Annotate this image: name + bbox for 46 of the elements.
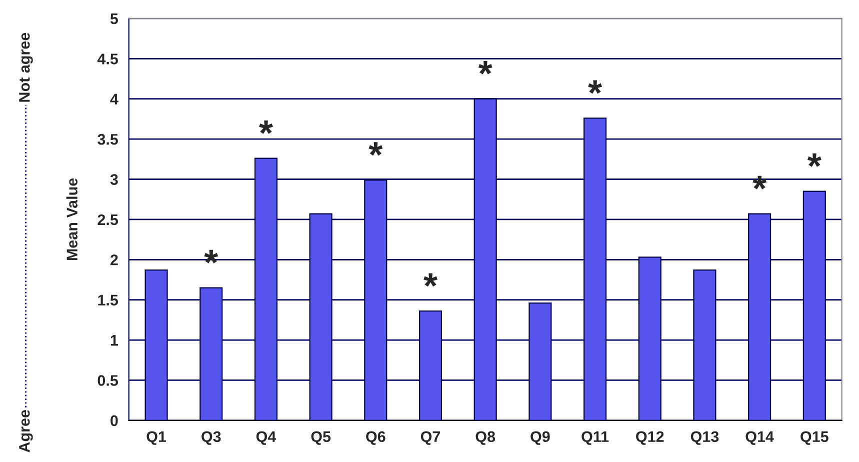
y-tick-label: 2.5 (98, 214, 118, 226)
annotation: * (424, 273, 438, 287)
y-tick-label: 4 (110, 94, 118, 104)
bar (418, 310, 442, 420)
annotation: * (478, 60, 492, 74)
annotation: * (807, 153, 822, 167)
bar (474, 98, 497, 420)
bar (584, 118, 607, 420)
y-tick-label: 5 (110, 14, 118, 24)
y-tick-label: 2 (110, 254, 118, 266)
bar (254, 158, 278, 420)
x-tick-label: Q13 (690, 431, 719, 445)
bar (802, 190, 826, 420)
y-tick-label: 1.5 (98, 294, 118, 306)
x-tick-label: Q9 (530, 431, 550, 445)
y-tick-label: 1 (110, 335, 118, 346)
annotation: * (368, 142, 383, 156)
bar (309, 213, 332, 420)
x-tick-label: Q15 (800, 431, 828, 445)
x-tick-label: Q11 (582, 431, 609, 445)
text: Agree (19, 410, 33, 452)
x-tick-label: Q5 (311, 431, 331, 445)
y-tick-label: 0 (110, 415, 118, 426)
annotation: * (588, 80, 602, 94)
bar (364, 180, 388, 420)
x-tick-label: Q6 (366, 431, 386, 445)
x-tick-label: Q1 (146, 431, 166, 445)
bar (200, 287, 223, 420)
y-tick-label: 0.5 (98, 375, 118, 386)
x-tick-label: Q14 (746, 431, 774, 445)
y-tick-label: 3 (110, 174, 118, 185)
x-tick-label: Q3 (202, 431, 221, 445)
y-tick-label: 3.5 (98, 134, 118, 145)
x-tick-label: Q12 (636, 431, 664, 445)
y-tick-label: 4.5 (97, 54, 118, 64)
bar (638, 256, 662, 420)
text: Not agree (19, 32, 33, 102)
x-tick-label: Q8 (476, 431, 496, 445)
y-axis-title: Mean Value (66, 178, 78, 260)
bar (528, 302, 552, 420)
annotation: * (259, 120, 273, 134)
bar (748, 213, 772, 420)
bar (693, 270, 716, 420)
bar (144, 270, 168, 420)
x-tick-label: Q7 (420, 431, 440, 445)
x-tick-label: Q4 (256, 431, 276, 445)
